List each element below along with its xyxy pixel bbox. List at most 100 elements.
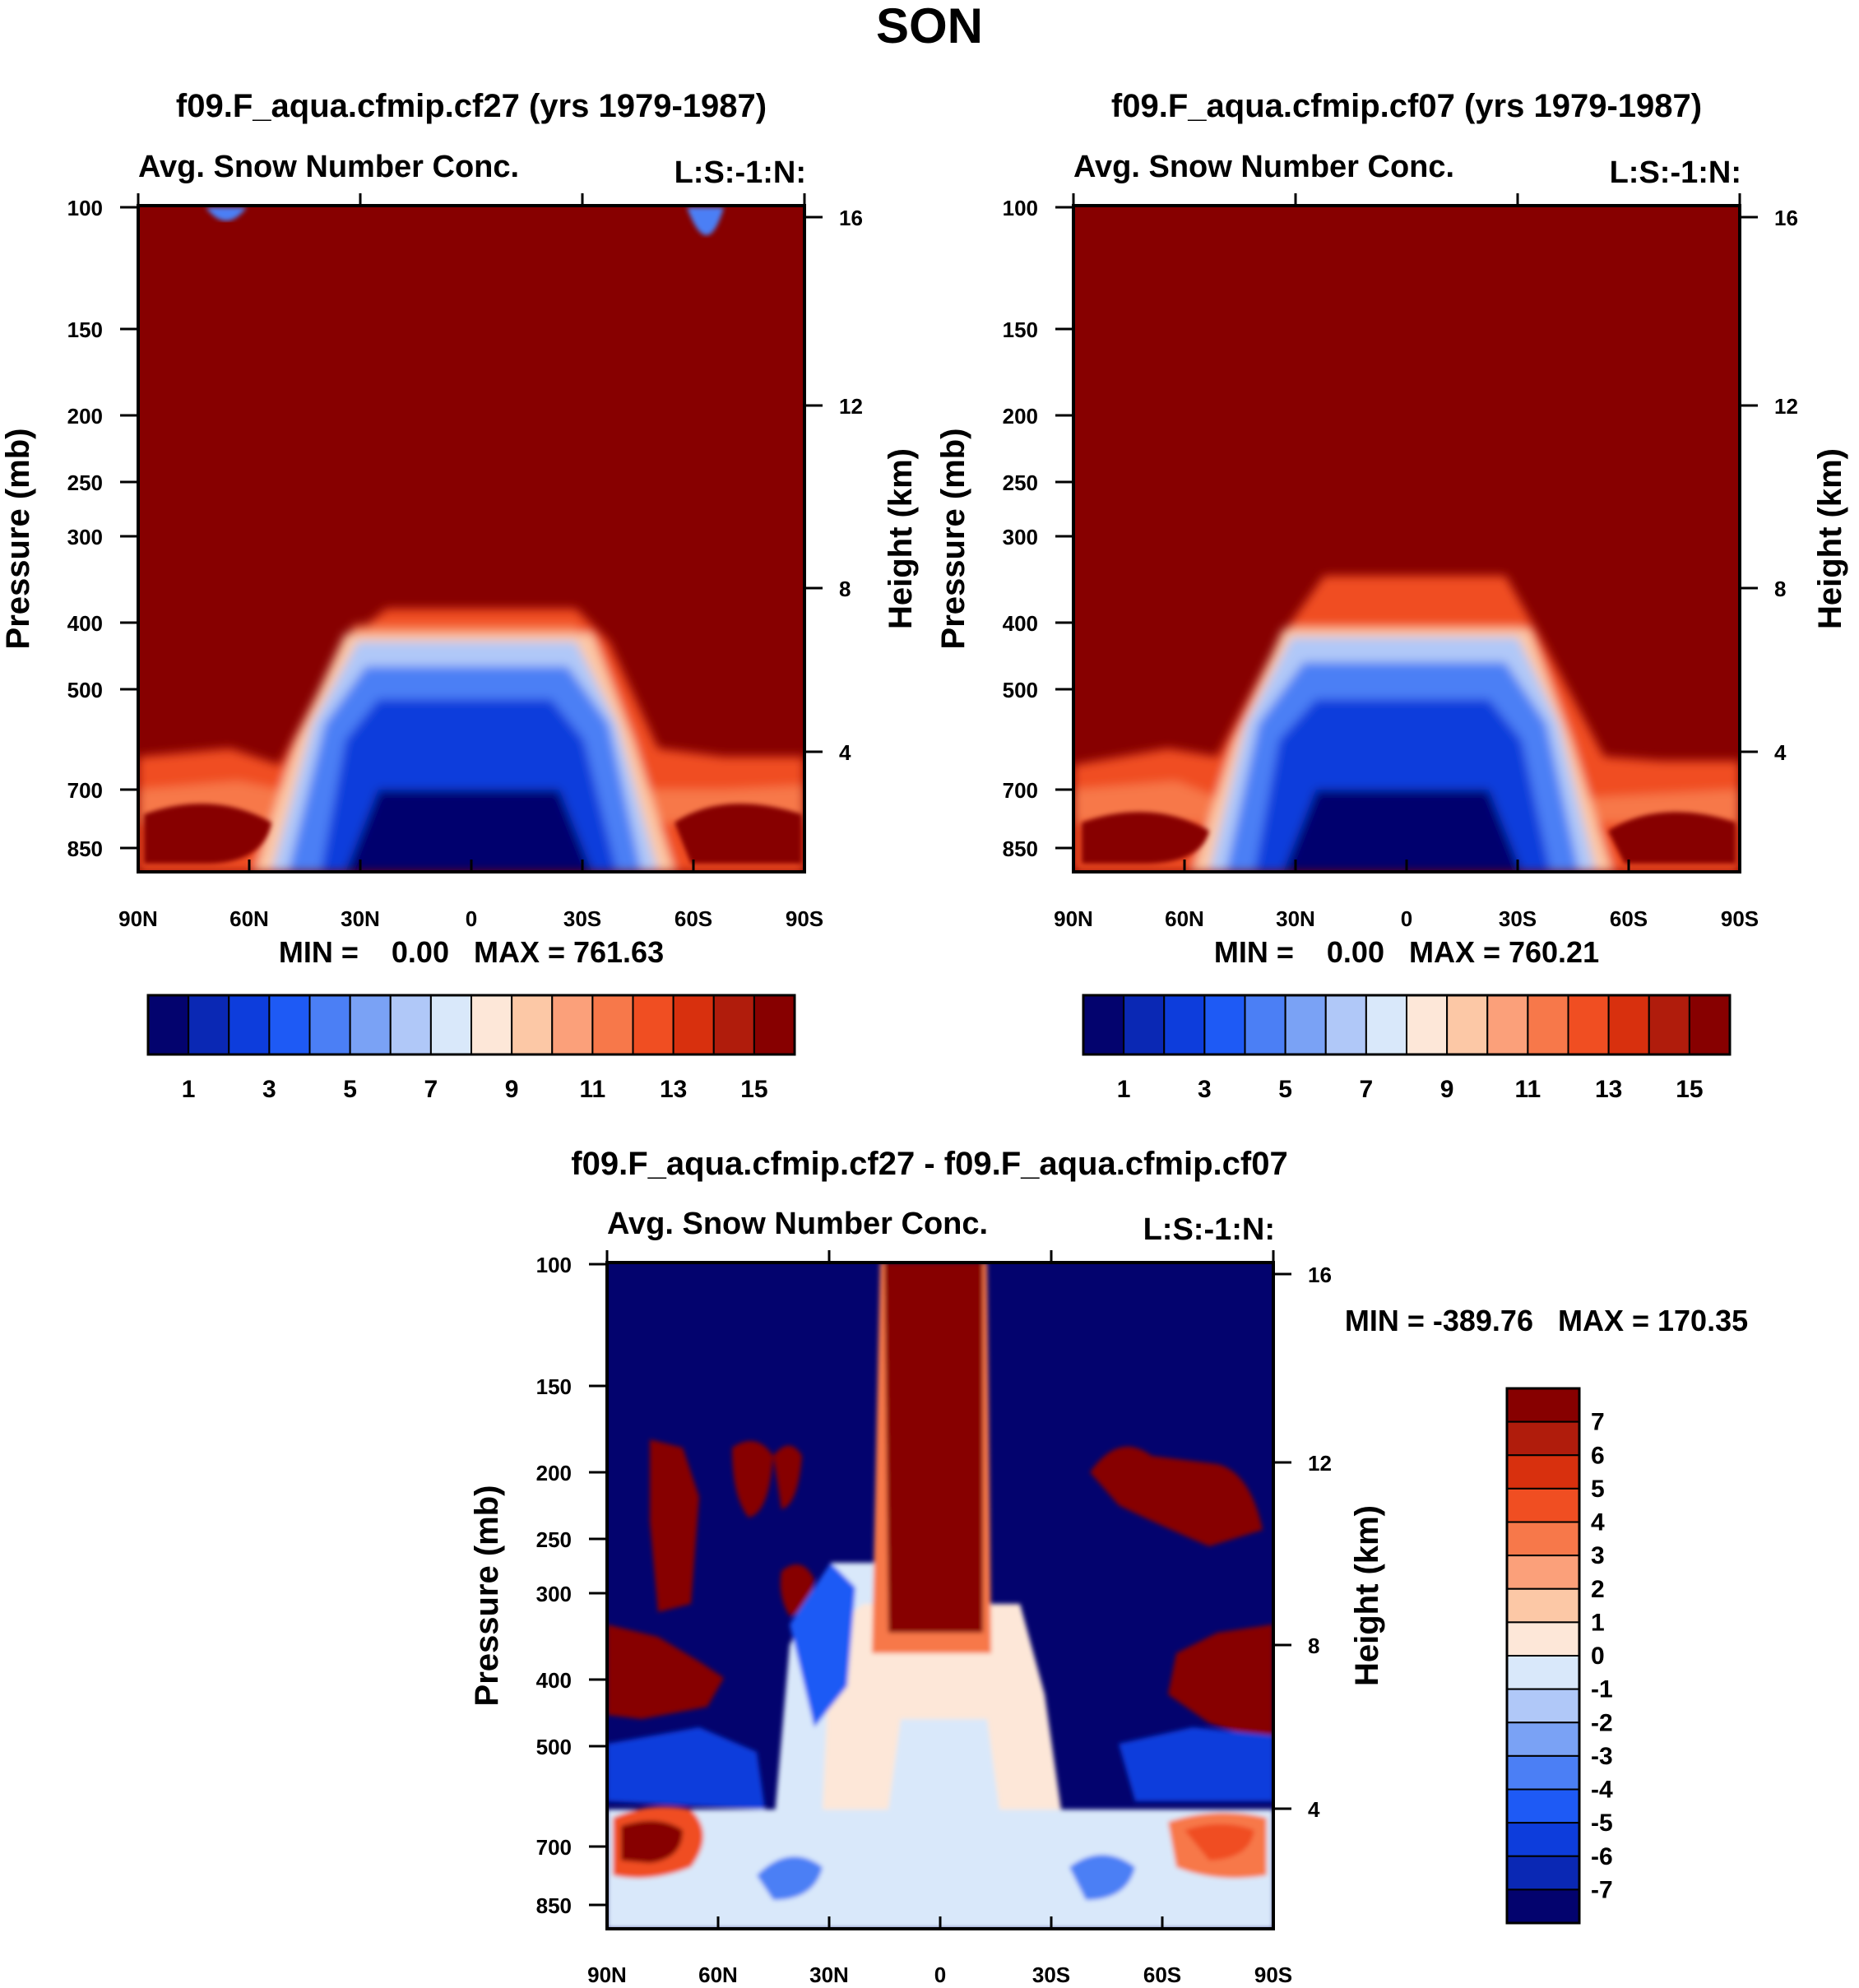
colorbar-label: -6	[1591, 1843, 1613, 1870]
colorbar-swatch	[1506, 1722, 1580, 1757]
y-tick-label: 700	[67, 778, 103, 803]
y-right-tick-label: 8	[1308, 1633, 1319, 1658]
colorbar-label: 7	[1360, 1076, 1374, 1103]
x-tick-label: 30N	[1276, 906, 1315, 931]
colorbar-label: -3	[1591, 1743, 1613, 1770]
y-tick-label: 850	[536, 1893, 572, 1918]
top-blue-left	[206, 207, 247, 221]
colorbar-label: -2	[1591, 1709, 1613, 1736]
colorbar-label: 5	[1278, 1076, 1292, 1103]
x-ticks-marks	[605, 1250, 1275, 1929]
panel-subtitle-left: Avg. Snow Number Conc.	[1073, 150, 1454, 184]
colorbar-swatch	[1506, 1655, 1580, 1690]
y-tick-label: 250	[1003, 470, 1038, 495]
x-tick-label: 60N	[1165, 906, 1204, 931]
colorbar-swatch	[429, 994, 472, 1055]
colorbar-swatch	[1406, 994, 1449, 1055]
x-tick-label: 90N	[1054, 906, 1093, 931]
warm-band-upper-right	[1090, 1446, 1263, 1546]
colorbar-label: 3	[1591, 1542, 1605, 1569]
panel-title: f09.F_aqua.cfmip.cf27 (yrs 1979-1987)	[176, 88, 767, 124]
colorbar-swatch	[1284, 994, 1327, 1055]
y-tick-label: 500	[67, 678, 103, 702]
min-max-stats: MIN = 0.00 MAX = 760.21	[1214, 935, 1599, 969]
colorbar-swatch	[1506, 1822, 1580, 1857]
colorbar-swatch	[389, 994, 432, 1055]
y-axis-label: Pressure (mb)	[935, 429, 971, 650]
colorbar-swatch	[1506, 1855, 1580, 1891]
y-tick-label: 400	[67, 611, 103, 636]
x-tick-label: 0	[934, 1963, 946, 1987]
center-warm-pale	[823, 1604, 1061, 1810]
colorbar-label: 3	[1198, 1076, 1212, 1103]
y-tick-label: 300	[67, 525, 103, 549]
colorbar-swatch	[1506, 1555, 1580, 1590]
panel-2: f09.F_aqua.cfmip.cf07 (yrs 1979-1987) Av…	[935, 88, 1848, 1103]
colorbar-swatch	[1244, 994, 1286, 1055]
y-tick-label: 200	[536, 1461, 572, 1485]
x-tick-label: 90S	[1254, 1963, 1292, 1987]
x-tick-label: 30N	[341, 906, 380, 931]
colorbar-label: 9	[505, 1076, 519, 1103]
x-tick-label: 30S	[1499, 906, 1537, 931]
colorbar-swatch	[1506, 1688, 1580, 1724]
colorbar-swatch	[1446, 994, 1489, 1055]
y-tick-label: 250	[67, 470, 103, 495]
x-tick-label: 0	[466, 906, 477, 931]
colorbar-frame	[1505, 1387, 1581, 1925]
colorbar-swatch	[228, 994, 271, 1055]
colorbar-swatch	[147, 994, 190, 1055]
y-tick-label: 250	[536, 1527, 572, 1552]
panel-subtitle-left: Avg. Snow Number Conc.	[138, 150, 519, 184]
x-tick-label: 90S	[1721, 906, 1759, 931]
y-axis-label: Pressure (mb)	[0, 429, 36, 650]
colorbar-swatch	[1506, 1521, 1580, 1557]
colorbar-label: 6	[1591, 1442, 1605, 1469]
colorbar-label: -1	[1591, 1676, 1613, 1703]
center-cool-core	[888, 1719, 999, 1810]
colorbar-swatch	[1506, 1454, 1580, 1490]
cool-blob-bottom-left	[757, 1856, 823, 1900]
colorbar-label: 4	[1591, 1509, 1605, 1536]
x-tick-label: 60N	[698, 1963, 738, 1987]
warm-core-lower-left	[621, 1820, 683, 1863]
y-tick-label: 100	[67, 196, 103, 220]
warm-pocket-right	[675, 804, 802, 864]
y-tick-label: 700	[1003, 778, 1038, 803]
colorbar-label: -4	[1591, 1777, 1613, 1804]
y-right-tick-label: 16	[1774, 206, 1798, 230]
y-tick-label: 100	[536, 1253, 572, 1277]
colorbar-swatch	[1365, 994, 1407, 1055]
colorbar-label: 0	[1591, 1643, 1605, 1670]
colorbar-frame	[146, 994, 796, 1056]
x-tick-label: 30N	[809, 1963, 849, 1987]
panel-subtitle-right: L:S:-1:N:	[1610, 155, 1741, 190]
colorbar-swatch	[1506, 1754, 1580, 1791]
colorbar-swatch	[672, 994, 715, 1055]
warm-patch-upper-left-2	[773, 1445, 802, 1509]
panel-subtitle-right: L:S:-1:N:	[675, 155, 806, 190]
x-ticks-marks	[137, 193, 806, 872]
panel-title: f09.F_aqua.cfmip.cf27 - f09.F_aqua.cfmip…	[571, 1146, 1287, 1182]
colorbar-swatch	[591, 994, 634, 1055]
colorbar-label: 9	[1440, 1076, 1454, 1103]
y-tick-label: 400	[536, 1668, 572, 1693]
y-axis-label-right: Height (km)	[883, 448, 919, 629]
y-tick-label: 100	[1003, 196, 1038, 220]
colorbar-label: 13	[1595, 1076, 1622, 1103]
colorbar-label: 3	[262, 1076, 276, 1103]
x-tick-label: 60N	[229, 906, 269, 931]
colorbar-swatch	[1506, 1487, 1580, 1523]
figure-title: SON	[876, 0, 983, 53]
y-tick-label: 150	[1003, 317, 1038, 342]
heatmap-field	[607, 1263, 1273, 1929]
y-right-tick-label: 16	[1308, 1263, 1332, 1287]
colorbar: 1 3 5 7 9 11 13 15	[1082, 994, 1732, 1103]
y-tick-label: 150	[67, 317, 103, 342]
y-right-tick-label: 8	[1774, 577, 1786, 601]
y-tick-marks	[589, 1263, 1291, 1907]
y-tick-label: 700	[536, 1835, 572, 1860]
x-tick-label: 90N	[118, 906, 158, 931]
colorbar-swatch	[1527, 994, 1569, 1055]
